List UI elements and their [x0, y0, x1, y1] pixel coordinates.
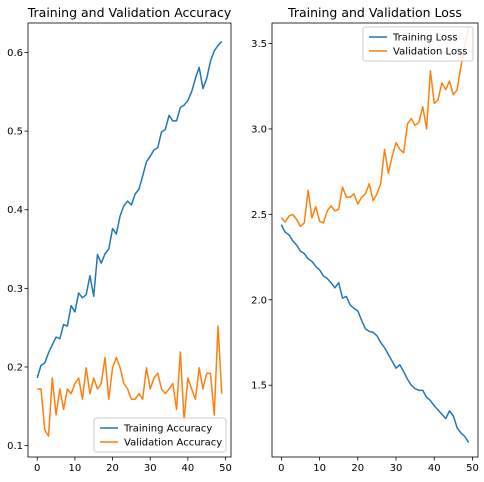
y-tick-label: 3.5	[251, 39, 267, 50]
y-tick-label: 0.5	[7, 127, 23, 138]
x-tick-label: 30	[144, 463, 157, 474]
x-tick-label: 40	[428, 463, 441, 474]
plot-area-frame	[27, 22, 232, 458]
legend-entry-label: Validation Accuracy	[124, 438, 222, 449]
legend-entry-label: Training Accuracy	[123, 424, 212, 435]
y-tick-label: 1.5	[251, 381, 267, 392]
series-line-training-accuracy	[36, 40, 223, 379]
legend: Training Accuracy Validation Accuracy	[93, 417, 227, 453]
legend-box	[93, 417, 227, 453]
x-tick-label: 10	[313, 463, 326, 474]
y-tick-label: 0.4	[7, 205, 23, 216]
x-tick-label: 0	[34, 463, 40, 474]
series-line-validation-accuracy	[37, 325, 223, 437]
chart-title: Training and Validation Loss	[287, 5, 462, 20]
x-tick-label: 50	[466, 463, 479, 474]
chart-title: Training and Validation Accuracy	[27, 5, 232, 20]
chart-panel-2: Training and Validation Loss 0 10 20 30 40 50 1…	[251, 5, 479, 474]
legend-entry-label: Validation Loss	[393, 47, 468, 58]
legend: Training Loss Validation Loss	[362, 26, 474, 62]
y-tick-label: 2.5	[251, 210, 267, 221]
y-tick-label: 0.2	[7, 362, 23, 373]
x-tick-label: 10	[69, 463, 82, 474]
chart-panel-1: Training and Validation Accuracy 0 10 20 30 4…	[7, 5, 232, 474]
y-tick-label: 0.1	[7, 441, 23, 452]
x-tick-label: 40	[182, 463, 195, 474]
y-tick-label: 0.3	[7, 284, 23, 295]
x-tick-label: 50	[219, 463, 232, 474]
series-line-training-loss	[280, 224, 470, 443]
plot-area-frame	[271, 22, 479, 458]
x-tick-label: 20	[351, 463, 364, 474]
y-tick-label: 0.6	[7, 48, 23, 59]
series-line-validation-loss	[280, 26, 470, 228]
legend-box	[362, 26, 474, 62]
x-tick-label: 20	[106, 463, 119, 474]
y-tick-label: 2.0	[251, 295, 267, 306]
x-tick-label: 30	[390, 463, 403, 474]
legend-entry-label: Training Loss	[392, 33, 458, 44]
y-tick-label: 3.0	[251, 124, 267, 135]
x-tick-label: 0	[278, 463, 284, 474]
